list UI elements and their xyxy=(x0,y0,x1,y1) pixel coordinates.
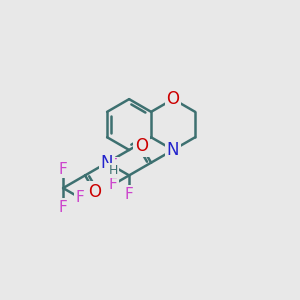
Text: F: F xyxy=(75,190,84,205)
Text: H: H xyxy=(109,164,118,177)
Text: O: O xyxy=(135,137,148,155)
Text: N: N xyxy=(167,141,179,159)
Text: F: F xyxy=(59,161,68,176)
Text: O: O xyxy=(88,183,101,201)
Text: F: F xyxy=(108,158,117,173)
Text: F: F xyxy=(108,177,117,192)
Text: N: N xyxy=(101,154,113,172)
Text: F: F xyxy=(59,200,68,214)
Text: O: O xyxy=(167,90,180,108)
Text: F: F xyxy=(125,187,134,202)
